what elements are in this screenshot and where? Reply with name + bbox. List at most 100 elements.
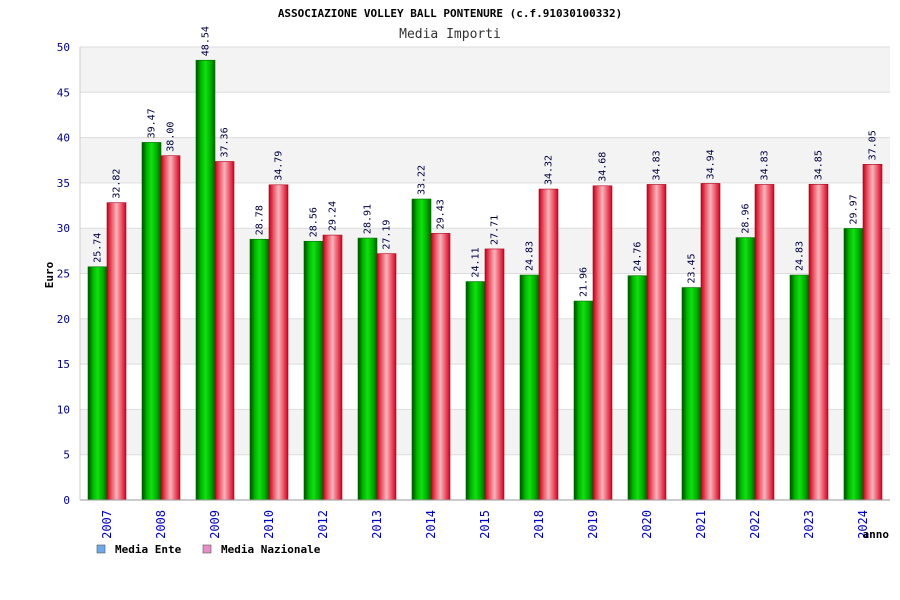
x-tick-label: 2018 — [532, 510, 546, 539]
bar-media-nazionale — [376, 253, 397, 501]
data-label: 21.96 — [579, 267, 590, 297]
bar-media-ente — [573, 300, 594, 501]
legend-swatch — [96, 544, 106, 554]
bar-media-nazionale — [754, 184, 775, 501]
data-label: 24.76 — [633, 242, 644, 272]
y-tick-label: 30 — [57, 222, 70, 235]
data-label: 28.56 — [309, 207, 320, 237]
bar-media-nazionale — [862, 164, 883, 501]
y-tick-label: 35 — [57, 177, 70, 190]
x-tick-label: 2022 — [748, 510, 762, 539]
x-tick-label: 2023 — [802, 510, 816, 539]
data-label: 29.43 — [436, 199, 447, 229]
bar-media-ente — [249, 238, 270, 501]
data-label: 34.32 — [544, 155, 555, 185]
bar-media-ente — [411, 198, 432, 501]
y-tick-label: 45 — [57, 86, 70, 99]
chart-subtitle: Media Importi — [399, 27, 501, 42]
data-label: 34.68 — [598, 152, 609, 182]
legend-label: Media Nazionale — [221, 543, 321, 556]
data-label: 29.97 — [849, 194, 860, 224]
bar-media-ente — [357, 237, 378, 501]
bar-media-nazionale — [322, 234, 343, 501]
x-tick-label: 2012 — [316, 510, 330, 539]
data-label: 34.79 — [274, 151, 285, 181]
bar-media-nazionale — [160, 155, 181, 501]
data-label: 39.47 — [147, 108, 158, 138]
data-label: 25.74 — [93, 233, 104, 263]
bar-media-ente — [87, 266, 108, 501]
chart-title: ASSOCIAZIONE VOLLEY BALL PONTENURE (c.f.… — [278, 7, 622, 20]
x-axis-label: anno — [863, 528, 890, 541]
bar-media-ente — [843, 228, 864, 501]
bar-media-nazionale — [214, 161, 235, 501]
bar-media-nazionale — [646, 184, 667, 501]
x-tick-label: 2009 — [208, 510, 222, 539]
data-label: 37.36 — [220, 127, 231, 157]
data-label: 28.96 — [741, 204, 752, 234]
data-labels: 25.74 32.82 39.47 38.00 48.54 37.36 28.78 34.79… — [93, 26, 879, 297]
x-tick-label: 2010 — [262, 510, 276, 539]
data-label: 48.54 — [201, 26, 212, 56]
data-label: 34.83 — [760, 150, 771, 180]
bars — [87, 59, 883, 501]
bar-media-nazionale — [268, 184, 289, 501]
y-tick-label: 50 — [57, 41, 70, 54]
bar-media-ente — [303, 240, 324, 501]
y-tick-label: 10 — [57, 403, 70, 416]
bar-media-nazionale — [106, 202, 127, 501]
y-tick-label: 40 — [57, 132, 70, 145]
y-tick-label: 5 — [63, 449, 70, 462]
y-axis-label: Euro — [43, 261, 56, 288]
data-label: 34.85 — [814, 150, 825, 180]
data-label: 24.83 — [525, 241, 536, 271]
x-tick-label: 2007 — [100, 510, 114, 539]
bar-media-nazionale — [538, 188, 559, 501]
data-label: 38.00 — [166, 122, 177, 152]
bar-media-ente — [141, 142, 162, 501]
data-label: 24.83 — [795, 241, 806, 271]
data-label: 27.19 — [382, 220, 393, 250]
y-tick-label: 0 — [63, 494, 70, 507]
bar-media-nazionale — [430, 233, 451, 501]
y-tick-label: 20 — [57, 313, 70, 326]
x-tick-label: 2008 — [154, 510, 168, 539]
x-tick-label: 2015 — [478, 510, 492, 539]
x-tick-label: 2024 — [856, 510, 870, 539]
bar-media-ente — [465, 281, 486, 501]
x-tick-label: 2014 — [424, 510, 438, 539]
bar-media-ente — [735, 237, 756, 501]
bar-media-ente — [789, 274, 810, 501]
data-label: 32.82 — [112, 169, 123, 199]
data-label: 27.71 — [490, 215, 501, 245]
x-axis-ticks: 2007 2008 2009 2010 2012 2013 2014 2015 2018 2019… — [100, 510, 870, 539]
data-label: 24.11 — [471, 247, 482, 277]
legend: Media Ente Media Nazionale — [96, 543, 321, 556]
bar-media-ente — [195, 59, 216, 501]
legend-swatch — [202, 544, 212, 554]
bar-media-nazionale — [592, 185, 613, 501]
data-label: 34.83 — [652, 150, 663, 180]
data-label: 33.22 — [417, 165, 428, 195]
x-tick-label: 2021 — [694, 510, 708, 539]
x-tick-label: 2020 — [640, 510, 654, 539]
data-label: 29.24 — [328, 201, 339, 231]
x-tick-label: 2019 — [586, 510, 600, 539]
x-tick-label: 2013 — [370, 510, 384, 539]
data-label: 34.94 — [706, 149, 717, 179]
bar-media-ente — [627, 275, 648, 501]
bar-media-nazionale — [700, 183, 721, 501]
bar-media-ente — [681, 287, 702, 501]
data-label: 23.45 — [687, 253, 698, 283]
data-label: 28.91 — [363, 204, 374, 234]
legend-label: Media Ente — [115, 543, 182, 556]
data-label: 28.78 — [255, 205, 266, 235]
y-tick-label: 15 — [57, 358, 70, 371]
bar-media-nazionale — [808, 183, 829, 501]
y-tick-label: 25 — [57, 268, 70, 281]
y-axis-ticks: 0 5 10 15 20 25 30 35 40 45 50 — [57, 41, 70, 507]
bar-media-ente — [519, 274, 540, 501]
data-label: 37.05 — [868, 130, 879, 160]
